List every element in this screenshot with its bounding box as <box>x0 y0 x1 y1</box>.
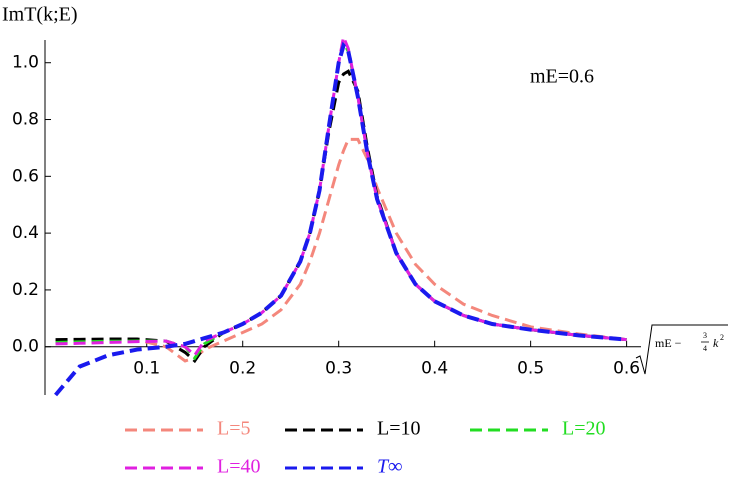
y-tick-label: 0.6 <box>12 166 39 186</box>
x-label-exponent: 2 <box>720 333 724 342</box>
radical <box>635 324 728 375</box>
x-label-prefix: mE − <box>655 336 682 350</box>
legend-entry: L=5 <box>125 418 251 440</box>
x-label-numerator: 3 <box>703 331 707 340</box>
legend-entry: T∞ <box>285 456 402 478</box>
series-line <box>54 41 627 397</box>
legend-label: L=10 <box>377 418 421 440</box>
legend-label: L=5 <box>217 418 251 440</box>
y-axis-label: ImT(k;E) <box>2 4 78 26</box>
series-line <box>55 38 627 361</box>
x-label-variable: k <box>713 336 719 350</box>
x-tick-label: 0.1 <box>133 359 160 379</box>
y-tick-label: 0.2 <box>12 280 39 300</box>
x-tick-label: 0.5 <box>517 359 544 379</box>
x-axis-label: mE − 3 4 k 2 <box>635 324 728 375</box>
x-tick-label: 0.3 <box>325 359 352 379</box>
legend-entry: L=10 <box>285 418 421 440</box>
y-tick-label: 0.4 <box>12 223 39 243</box>
series-line <box>55 137 627 363</box>
y-tick-label: 0.8 <box>12 110 39 130</box>
annotation: mE=0.6 <box>530 66 594 88</box>
x-label-denominator: 4 <box>703 344 707 353</box>
legend-entry: L=40 <box>125 456 261 478</box>
x-tick-label: 0.4 <box>421 359 448 379</box>
legend-entry: L=20 <box>470 418 606 440</box>
legend-label: T∞ <box>377 456 402 478</box>
y-tick-label: 1.0 <box>12 53 39 73</box>
x-tick-label: 0.6 <box>613 359 640 379</box>
series-line <box>55 69 627 364</box>
x-tick-label: 0.2 <box>229 359 256 379</box>
y-tick-label: 0.0 <box>12 337 39 357</box>
legend-label: L=20 <box>562 418 606 440</box>
legend-label: L=40 <box>217 456 261 478</box>
